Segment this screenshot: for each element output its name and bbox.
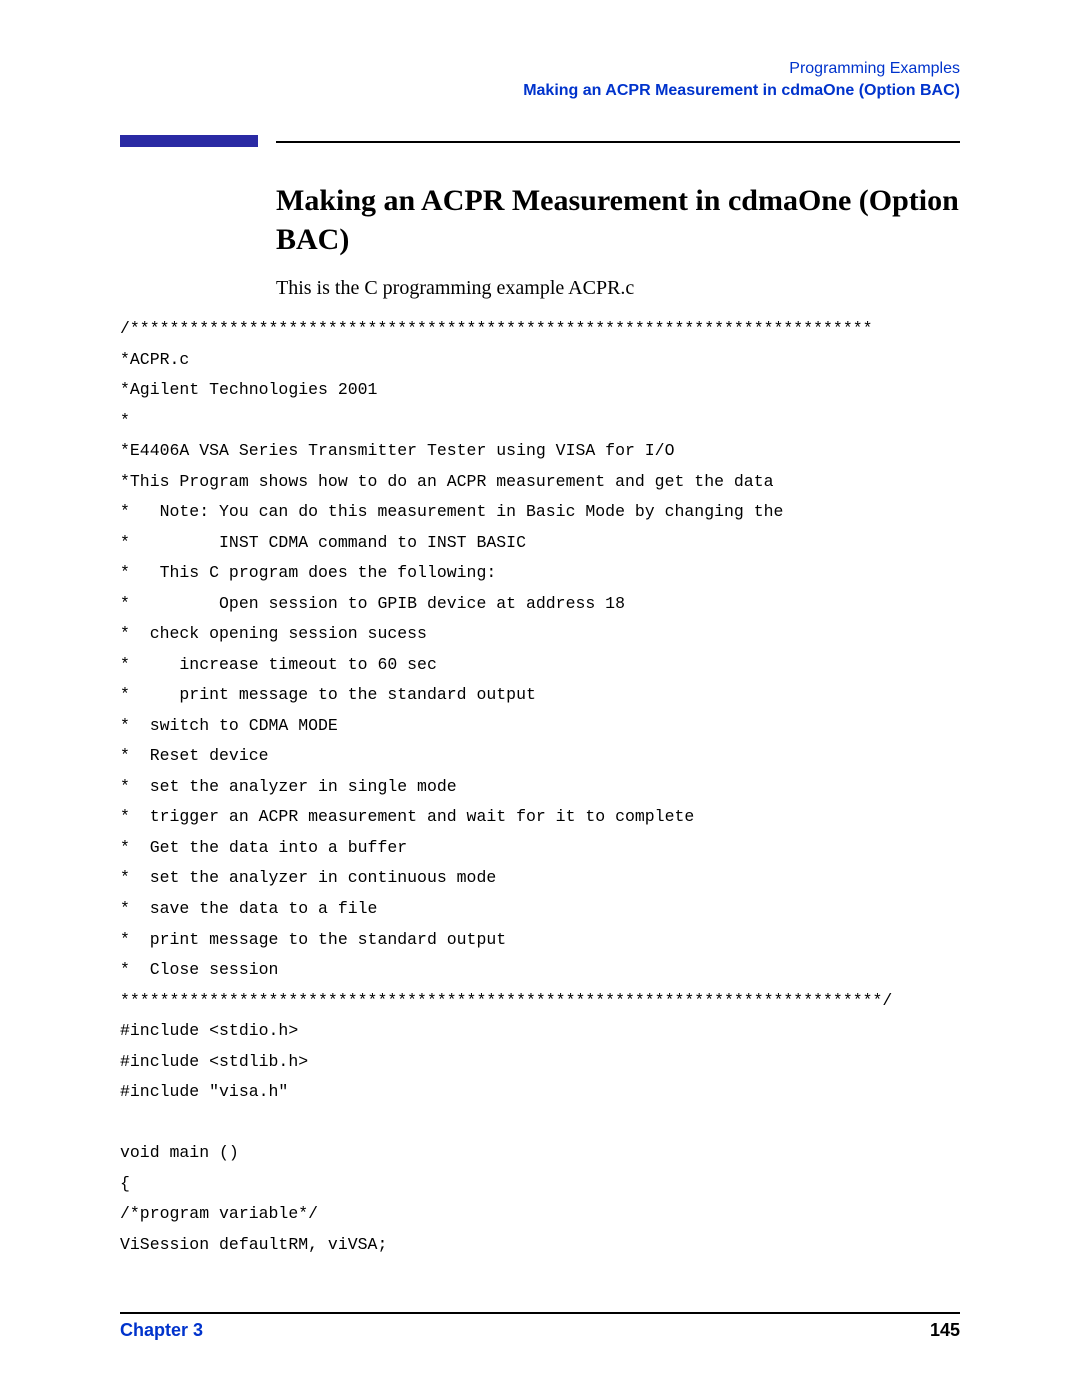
intro-text: This is the C programming example ACPR.c: [276, 277, 960, 300]
accent-bar: [120, 135, 258, 147]
footer-rule: [120, 1312, 960, 1314]
chapter-label: Chapter 3: [120, 1320, 203, 1341]
page-footer: Chapter 3 145: [120, 1312, 960, 1341]
running-header: Programming Examples Making an ACPR Meas…: [120, 58, 960, 101]
page-number: 145: [930, 1320, 960, 1341]
title-rule: [120, 141, 960, 165]
code-listing: /***************************************…: [120, 314, 960, 1260]
header-topic-title: Making an ACPR Measurement in cdmaOne (O…: [120, 80, 960, 102]
horizontal-rule: [276, 141, 960, 143]
page-title: Making an ACPR Measurement in cdmaOne (O…: [276, 181, 960, 259]
header-section-title: Programming Examples: [120, 58, 960, 80]
